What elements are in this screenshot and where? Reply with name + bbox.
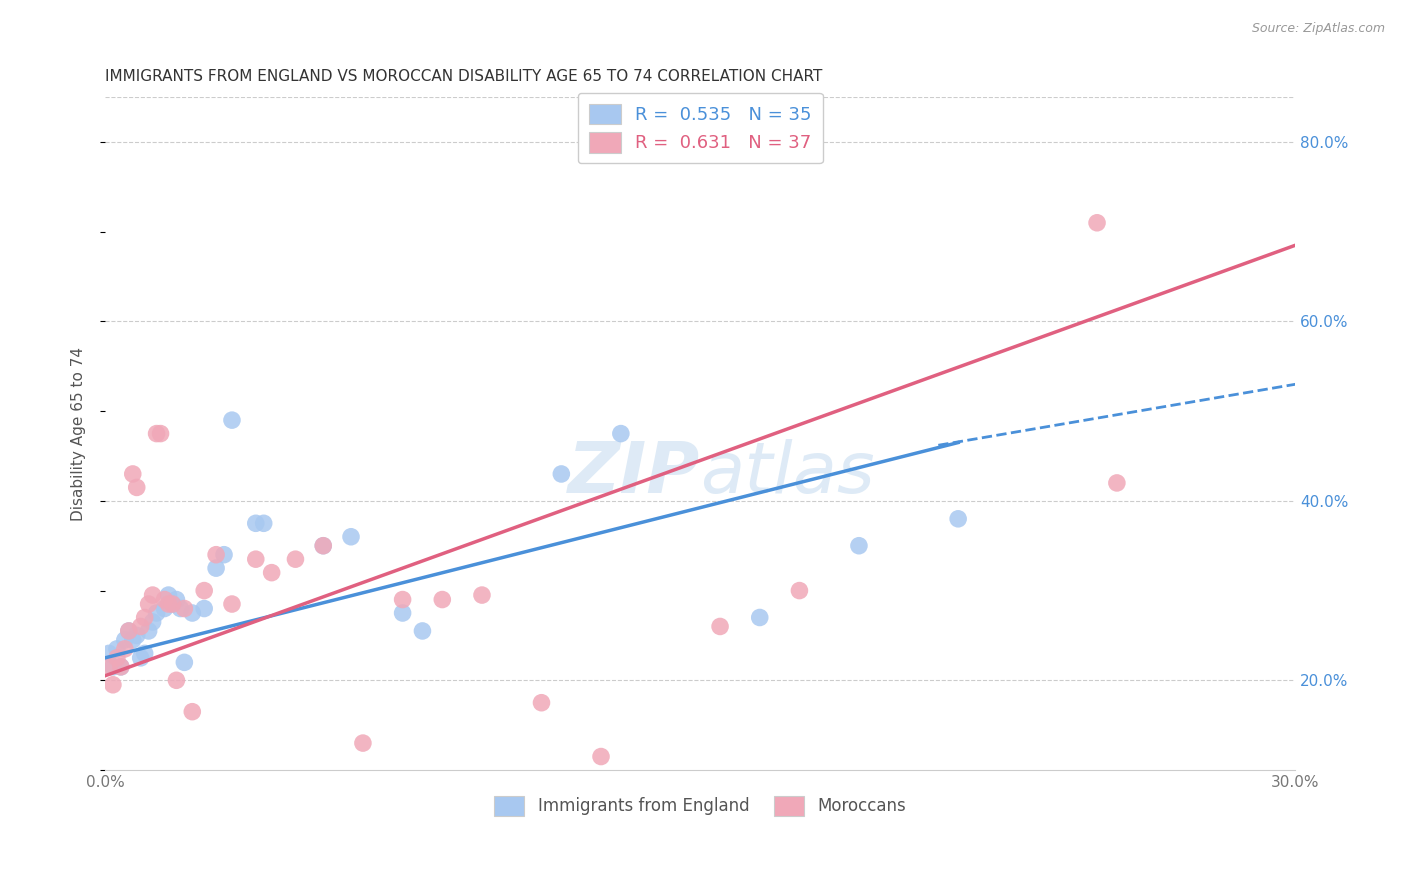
Point [110,660,132,674]
Point [610,426,633,441]
Point [260,566,283,580]
Point [253,516,276,531]
Point [97,646,120,660]
Point [125,480,148,494]
Point [97,660,120,674]
Point [1085,216,1108,230]
Point [157,597,180,611]
Point [245,552,267,566]
Point [118,624,141,638]
Point [391,592,413,607]
Point [340,530,363,544]
Point [134,646,156,660]
Point [709,619,731,633]
Point [530,696,553,710]
Point [114,641,136,656]
Point [312,539,335,553]
Point [153,592,176,607]
Point [946,512,969,526]
Point [165,673,187,688]
Point [118,624,141,638]
Point [173,656,195,670]
Point [145,606,167,620]
Point [157,588,180,602]
Point [550,467,572,481]
Point [162,597,184,611]
Point [471,588,494,602]
Point [169,601,191,615]
Point [129,619,152,633]
Point [101,678,124,692]
Point [245,516,267,531]
Point [205,548,228,562]
Point [105,641,128,656]
Y-axis label: Disability Age 65 to 74: Disability Age 65 to 74 [72,347,86,521]
Point [162,597,184,611]
Point [101,660,124,674]
Point [848,539,870,553]
Legend: Immigrants from England, Moroccans: Immigrants from England, Moroccans [488,789,912,822]
Point [181,705,204,719]
Point [105,651,128,665]
Point [165,592,187,607]
Point [193,601,215,615]
Point [221,597,243,611]
Point [125,628,148,642]
Point [173,601,195,615]
Point [153,601,176,615]
Point [205,561,228,575]
Point [789,583,811,598]
Point [411,624,433,638]
Point [193,583,215,598]
Point [432,592,454,607]
Point [134,610,156,624]
Point [221,413,243,427]
Point [121,632,143,647]
Point [1105,475,1128,490]
Point [181,606,204,620]
Point [129,651,152,665]
Text: atlas: atlas [700,440,875,508]
Point [391,606,413,620]
Point [748,610,770,624]
Text: IMMIGRANTS FROM ENGLAND VS MOROCCAN DISABILITY AGE 65 TO 74 CORRELATION CHART: IMMIGRANTS FROM ENGLAND VS MOROCCAN DISA… [105,69,823,84]
Point [284,552,307,566]
Point [138,624,160,638]
Point [114,632,136,647]
Point [589,749,612,764]
Text: Source: ZipAtlas.com: Source: ZipAtlas.com [1251,22,1385,36]
Point [352,736,374,750]
Point [212,548,235,562]
Point [142,615,165,629]
Point [142,588,165,602]
Point [110,660,132,674]
Point [138,597,160,611]
Point [121,467,143,481]
Text: ZIP: ZIP [568,440,700,508]
Point [149,426,172,441]
Point [312,539,335,553]
Point [145,426,167,441]
